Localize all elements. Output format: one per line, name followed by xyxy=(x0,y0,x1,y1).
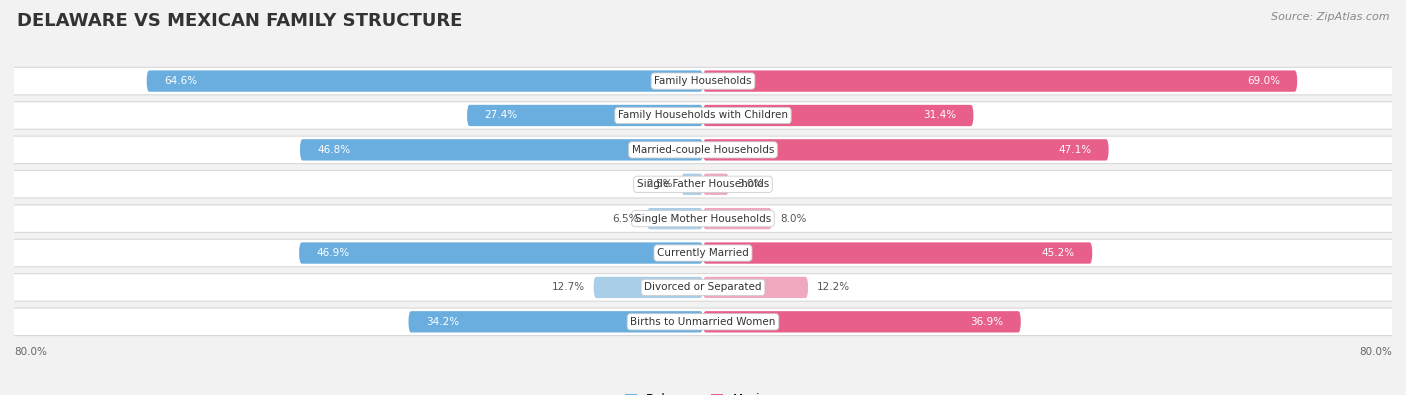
Text: 64.6%: 64.6% xyxy=(165,76,197,86)
Text: 27.4%: 27.4% xyxy=(484,111,517,120)
Text: Single Father Households: Single Father Households xyxy=(637,179,769,189)
FancyBboxPatch shape xyxy=(703,208,772,229)
FancyBboxPatch shape xyxy=(10,274,1396,301)
FancyBboxPatch shape xyxy=(703,277,808,298)
Text: 46.9%: 46.9% xyxy=(316,248,350,258)
FancyBboxPatch shape xyxy=(647,208,703,229)
Text: 45.2%: 45.2% xyxy=(1042,248,1076,258)
Text: Divorced or Separated: Divorced or Separated xyxy=(644,282,762,292)
Text: Family Households: Family Households xyxy=(654,76,752,86)
Legend: Delaware, Mexican: Delaware, Mexican xyxy=(624,393,782,395)
Text: 12.2%: 12.2% xyxy=(817,282,849,292)
FancyBboxPatch shape xyxy=(467,105,703,126)
FancyBboxPatch shape xyxy=(10,171,1396,198)
FancyBboxPatch shape xyxy=(703,70,1298,92)
Text: DELAWARE VS MEXICAN FAMILY STRUCTURE: DELAWARE VS MEXICAN FAMILY STRUCTURE xyxy=(17,12,463,30)
FancyBboxPatch shape xyxy=(10,102,1396,129)
FancyBboxPatch shape xyxy=(703,173,728,195)
Text: 80.0%: 80.0% xyxy=(1360,346,1392,357)
Text: Married-couple Households: Married-couple Households xyxy=(631,145,775,155)
FancyBboxPatch shape xyxy=(10,205,1396,232)
FancyBboxPatch shape xyxy=(299,139,703,160)
Text: Single Mother Households: Single Mother Households xyxy=(636,214,770,224)
FancyBboxPatch shape xyxy=(409,311,703,333)
FancyBboxPatch shape xyxy=(703,311,1021,333)
Text: 3.0%: 3.0% xyxy=(738,179,763,189)
Text: 8.0%: 8.0% xyxy=(780,214,807,224)
Text: 80.0%: 80.0% xyxy=(14,346,46,357)
FancyBboxPatch shape xyxy=(10,239,1396,267)
Text: 69.0%: 69.0% xyxy=(1247,76,1279,86)
FancyBboxPatch shape xyxy=(146,70,703,92)
FancyBboxPatch shape xyxy=(10,308,1396,336)
Text: 12.7%: 12.7% xyxy=(553,282,585,292)
Text: Currently Married: Currently Married xyxy=(657,248,749,258)
Text: Family Households with Children: Family Households with Children xyxy=(619,111,787,120)
FancyBboxPatch shape xyxy=(682,173,703,195)
FancyBboxPatch shape xyxy=(703,139,1108,160)
Text: 46.8%: 46.8% xyxy=(318,145,350,155)
FancyBboxPatch shape xyxy=(593,277,703,298)
Text: 36.9%: 36.9% xyxy=(970,317,1004,327)
Text: 34.2%: 34.2% xyxy=(426,317,458,327)
FancyBboxPatch shape xyxy=(703,105,973,126)
Text: 6.5%: 6.5% xyxy=(612,214,638,224)
FancyBboxPatch shape xyxy=(10,136,1396,164)
FancyBboxPatch shape xyxy=(703,243,1092,264)
Text: Source: ZipAtlas.com: Source: ZipAtlas.com xyxy=(1271,12,1389,22)
Text: 31.4%: 31.4% xyxy=(924,111,956,120)
Text: 47.1%: 47.1% xyxy=(1059,145,1091,155)
Text: 2.5%: 2.5% xyxy=(647,179,673,189)
Text: Births to Unmarried Women: Births to Unmarried Women xyxy=(630,317,776,327)
FancyBboxPatch shape xyxy=(10,67,1396,95)
FancyBboxPatch shape xyxy=(299,243,703,264)
